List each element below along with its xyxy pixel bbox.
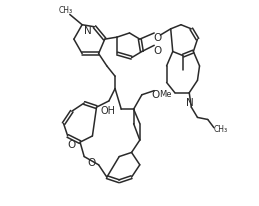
Text: O: O [68, 140, 76, 150]
Text: O: O [153, 33, 161, 43]
Text: O: O [153, 47, 161, 56]
Text: CH₃: CH₃ [59, 6, 73, 15]
Text: N: N [186, 98, 194, 108]
Text: O: O [151, 90, 159, 100]
Text: O: O [87, 158, 96, 168]
Text: N: N [84, 26, 92, 36]
Text: CH₃: CH₃ [214, 125, 228, 134]
Text: Me: Me [159, 90, 172, 99]
Text: OH: OH [100, 106, 115, 116]
